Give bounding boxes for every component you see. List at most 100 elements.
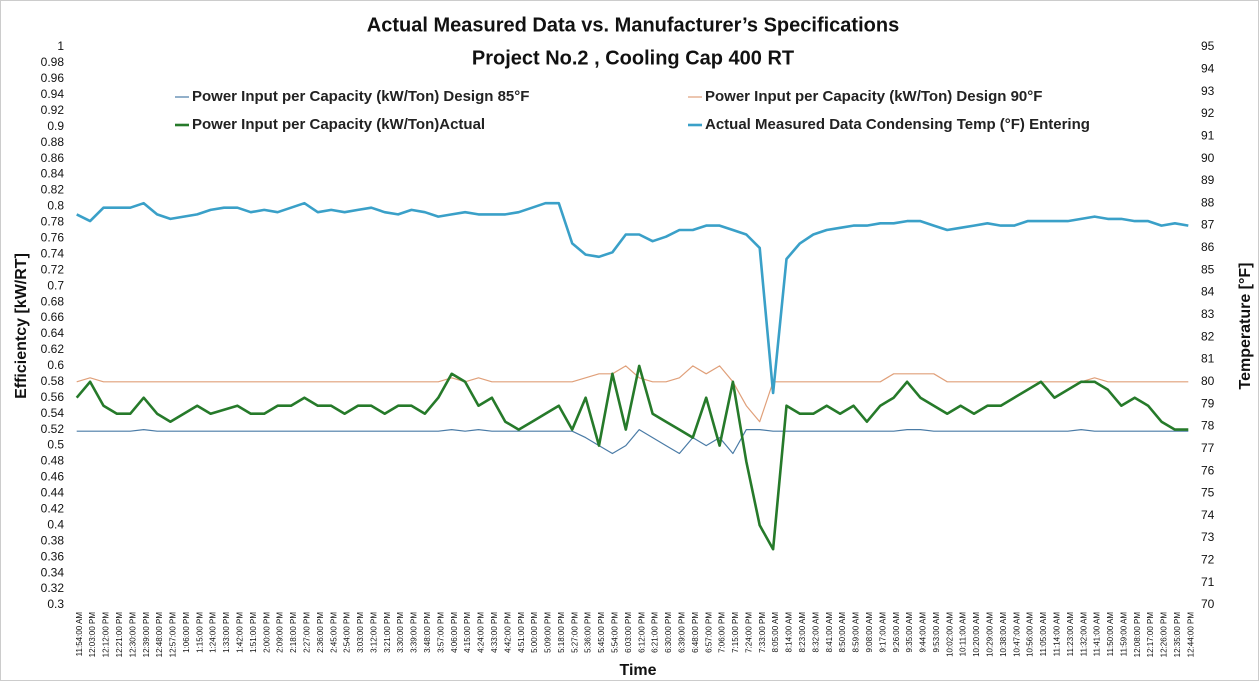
x-tick-label: 11:50:00 AM	[1106, 612, 1115, 657]
x-tick-label: 1:51:00 PM	[249, 612, 258, 653]
y-tick-label: 0.74	[41, 246, 65, 260]
y-axis-label: Efficientcy [kW/RT]	[13, 253, 30, 399]
x-tick-label: 9:26:00 AM	[892, 612, 901, 653]
x-tick-label: 11:54:00 AM	[75, 612, 84, 657]
y-tick-label: 0.84	[41, 167, 65, 181]
x-tick-label: 9:17:00 AM	[878, 612, 887, 653]
x-tick-label: 5:00:00 PM	[530, 612, 539, 653]
x-tick-label: 12:26:00 PM	[1160, 612, 1169, 658]
y-tick-label: 0.44	[41, 486, 65, 500]
x-tick-label: 11:32:00 AM	[1079, 612, 1088, 657]
y2-tick-label: 75	[1201, 486, 1215, 500]
x-tick-label: 8:59:00 AM	[852, 612, 861, 653]
x-tick-label: 7:15:00 PM	[731, 612, 740, 653]
x-tick-label: 5:45:00 PM	[597, 612, 606, 653]
x-tick-label: 7:24:00 PM	[744, 612, 753, 653]
y-tick-label: 1	[57, 39, 64, 53]
legend-label: Actual Measured Data Condensing Temp (°F…	[705, 116, 1090, 133]
x-tick-label: 5:09:00 PM	[544, 612, 553, 653]
y2-tick-label: 77	[1201, 441, 1215, 455]
y-tick-label: 0.88	[41, 135, 65, 149]
x-tick-label: 2:18:00 PM	[289, 612, 298, 653]
x-tick-label: 3:39:00 PM	[410, 612, 419, 653]
x-tick-label: 2:36:00 PM	[316, 612, 325, 653]
y2-tick-label: 91	[1201, 128, 1215, 142]
y2-tick-label: 83	[1201, 307, 1215, 321]
y-tick-label: 0.56	[41, 390, 65, 404]
x-tick-label: 8:32:00 AM	[811, 612, 820, 653]
y2-tick-label: 86	[1201, 240, 1215, 254]
y2-tick-label: 76	[1201, 463, 1215, 477]
y2-tick-label: 84	[1201, 285, 1215, 299]
x-tick-label: 10:38:00 AM	[999, 612, 1008, 657]
y2-tick-label: 81	[1201, 352, 1215, 366]
y-tick-label: 0.8	[47, 199, 64, 213]
y-tick-label: 0.4	[47, 517, 64, 531]
x-tick-label: 5:18:00 PM	[557, 612, 566, 653]
x-tick-label: 9:44:00 AM	[919, 612, 928, 653]
y-tick-label: 0.92	[41, 103, 65, 117]
series-line	[76, 365, 1189, 423]
x-tick-label: 10:02:00 AM	[945, 612, 954, 657]
x-tick-label: 12:12:00 PM	[102, 612, 111, 658]
x-tick-label: 5:36:00 PM	[584, 612, 593, 653]
y-tick-label: 0.54	[41, 406, 65, 420]
y2-tick-label: 74	[1201, 508, 1215, 522]
x-tick-label: 8:23:00 AM	[798, 612, 807, 653]
series-line	[76, 429, 1189, 455]
x-tick-label: 4:15:00 PM	[463, 612, 472, 653]
x-tick-label: 12:30:00 PM	[128, 612, 137, 658]
y-tick-label: 0.34	[41, 565, 65, 579]
x-tick-label: 6:48:00 PM	[691, 612, 700, 653]
x-tick-label: 7:06:00 PM	[718, 612, 727, 653]
x-tick-label: 10:47:00 AM	[1012, 612, 1021, 657]
y-tick-label: 0.7	[47, 278, 64, 292]
x-tick-label: 1:42:00 PM	[236, 612, 245, 653]
y2-tick-label: 82	[1201, 329, 1215, 343]
x-tick-label: 3:57:00 PM	[436, 612, 445, 653]
x-tick-label: 8:05:00 AM	[771, 612, 780, 653]
x-tick-label: 6:57:00 PM	[704, 612, 713, 653]
x-tick-label: 10:29:00 AM	[986, 612, 995, 657]
y2-tick-label: 70	[1201, 597, 1215, 611]
y-tick-label: 0.3	[47, 597, 64, 611]
y-tick-label: 0.82	[41, 183, 65, 197]
x-tick-label: 4:42:00 PM	[503, 612, 512, 653]
y-tick-label: 0.64	[41, 326, 65, 340]
x-tick-label: 11:05:00 AM	[1039, 612, 1048, 657]
y-tick-label: 0.76	[41, 230, 65, 244]
x-tick-label: 12:39:00 PM	[142, 612, 151, 658]
y-tick-label: 0.48	[41, 454, 65, 468]
legend-label: Power Input per Capacity (kW/Ton)Actual	[192, 116, 485, 133]
x-tick-label: 10:11:00 AM	[959, 612, 968, 657]
y-tick-label: 0.66	[41, 310, 65, 324]
series-line	[76, 201, 1189, 395]
x-tick-label: 8:14:00 AM	[785, 612, 794, 653]
y-tick-label: 0.68	[41, 294, 65, 308]
x-tick-label: 7:33:00 PM	[758, 612, 767, 653]
y-tick-label: 0.6	[47, 358, 64, 372]
y2-tick-label: 93	[1201, 84, 1215, 98]
y-tick-label: 0.42	[41, 502, 65, 516]
x-tick-label: 12:17:00 PM	[1146, 612, 1155, 658]
y2-tick-label: 72	[1201, 553, 1215, 567]
y-tick-label: 0.9	[47, 119, 64, 133]
y-tick-label: 0.46	[41, 470, 65, 484]
x-tick-label: 9:53:00 AM	[932, 612, 941, 653]
x-tick-label: 12:44:00 PM	[1186, 612, 1195, 658]
x-tick-label: 8:41:00 AM	[825, 612, 834, 653]
chart-title: Actual Measured Data vs. Manufacturer’s …	[367, 14, 899, 36]
y-tick-label: 0.98	[41, 55, 65, 69]
x-tick-label: 11:14:00 AM	[1052, 612, 1061, 657]
x-tick-label: 4:33:00 PM	[490, 612, 499, 653]
x-tick-label: 9:08:00 AM	[865, 612, 874, 653]
y-tick-label: 0.5	[47, 438, 64, 452]
x-tick-label: 2:27:00 PM	[302, 612, 311, 653]
x-tick-label: 11:41:00 AM	[1093, 612, 1102, 657]
y-tick-label: 0.78	[41, 215, 65, 229]
x-tick-label: 6:21:00 PM	[651, 612, 660, 653]
x-tick-label: 3:48:00 PM	[423, 612, 432, 653]
x-tick-label: 12:48:00 PM	[155, 612, 164, 658]
y2-axis-label: Temperature [°F]	[1237, 262, 1254, 389]
